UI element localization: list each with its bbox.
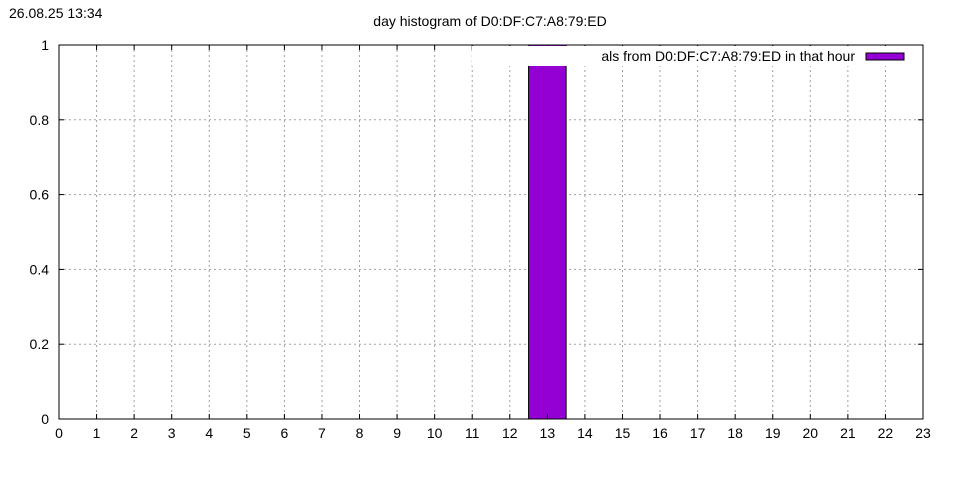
x-tick-label: 15 [615,425,631,441]
timestamp: 26.08.25 13:34 [9,5,103,21]
grid [59,45,923,419]
x-tick-label: 11 [465,425,480,441]
x-tick-label: 10 [427,425,443,441]
ticks: 0 1 2 3 4 5 6 7 8 9 10 11 12 13 14 15 16 17 18 19 20 21 22 2300… [30,37,931,441]
x-tick-label: 6 [280,425,288,441]
y-tick-label: 0 [41,411,49,427]
x-tick-label: 8 [356,425,364,441]
legend-backdrop [472,46,918,66]
bars [528,44,567,420]
x-tick-label: 20 [803,425,819,441]
x-tick-label: 16 [652,425,668,441]
x-tick-label: 21 [840,425,856,441]
x-tick-label: 0 [55,425,63,441]
x-tick-label: 23 [915,425,931,441]
x-tick-label: 14 [577,425,593,441]
y-tick-label: 0.4 [30,261,50,277]
x-tick-label: 4 [205,425,213,441]
x-tick-label: 7 [318,425,326,441]
x-tick-label: 13 [540,425,556,441]
y-tick-label: 0.6 [30,187,50,203]
x-tick-label: 5 [243,425,251,441]
x-tick-label: 3 [168,425,176,441]
x-tick-label: 17 [690,425,706,441]
x-tick-label: 1 [93,425,101,441]
histogram-bar [528,44,567,420]
legend: als from D0:DF:C7:A8:79:ED in that hour [472,46,918,66]
y-tick-label: 0.8 [30,112,50,128]
x-tick-label: 2 [130,425,138,441]
chart-title: day histogram of D0:DF:C7:A8:79:ED [373,13,606,29]
plot-border [58,44,924,420]
legend-swatch [865,52,905,61]
x-tick-label: 19 [765,425,781,441]
x-tick-label: 18 [727,425,743,441]
y-tick-label: 0.2 [30,336,50,352]
x-tick-label: 22 [878,425,894,441]
x-tick-label: 12 [502,425,518,441]
x-tick-label: 9 [393,425,401,441]
legend-label: als from D0:DF:C7:A8:79:ED in that hour [601,48,855,64]
y-tick-label: 1 [41,37,49,53]
